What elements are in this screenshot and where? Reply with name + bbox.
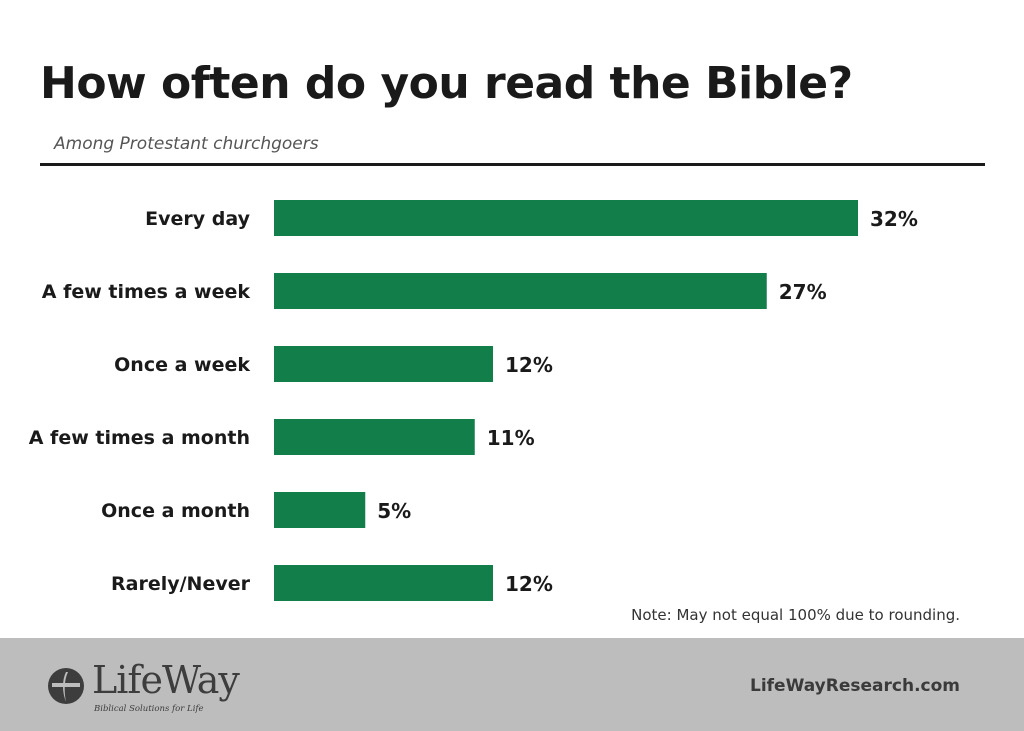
bar: [274, 492, 366, 528]
rounding-note: Note: May not equal 100% due to rounding…: [631, 606, 960, 624]
logo-tagline: Biblical Solutions for Life: [94, 704, 204, 714]
footer-bar: LifeWay Biblical Solutions for Life Life…: [0, 638, 1024, 731]
bar: [274, 273, 767, 309]
bar: [274, 565, 493, 601]
cross-circle-icon: [48, 668, 84, 704]
chart-subtitle: Among Protestant churchgoers: [54, 134, 319, 154]
data-label: 12%: [505, 572, 553, 596]
website-link[interactable]: LifeWayResearch.com: [750, 676, 960, 696]
bar: [274, 346, 493, 382]
category-label: A few times a week: [42, 281, 251, 303]
category-label: Once a week: [114, 354, 250, 376]
title-divider: [40, 163, 985, 166]
bar: [274, 200, 858, 236]
chart-title: How often do you read the Bible?: [40, 58, 853, 109]
data-label: 11%: [487, 426, 535, 450]
category-label: Rarely/Never: [111, 573, 251, 595]
data-label: 27%: [779, 280, 827, 304]
data-label: 32%: [870, 207, 918, 231]
data-label: 5%: [377, 499, 411, 523]
category-label: Once a month: [101, 500, 250, 522]
lifeway-logo: LifeWay Biblical Solutions for Life: [46, 658, 246, 718]
category-label: Every day: [145, 208, 250, 230]
bar: [274, 419, 475, 455]
data-label: 12%: [505, 353, 553, 377]
logo-wordmark: LifeWay: [92, 658, 240, 702]
bar-chart: Every day 32% A few times a week 27% Once a …: [29, 200, 918, 601]
category-label: A few times a month: [29, 427, 250, 449]
